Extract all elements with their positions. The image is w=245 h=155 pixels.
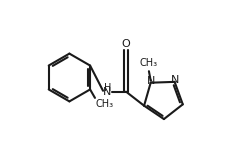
Text: N: N	[171, 75, 180, 85]
Text: CH₃: CH₃	[140, 58, 158, 68]
Text: H: H	[104, 83, 111, 93]
Text: O: O	[122, 39, 130, 49]
Text: N: N	[147, 76, 155, 86]
Text: N: N	[103, 87, 112, 97]
Text: CH₃: CH₃	[96, 99, 114, 109]
